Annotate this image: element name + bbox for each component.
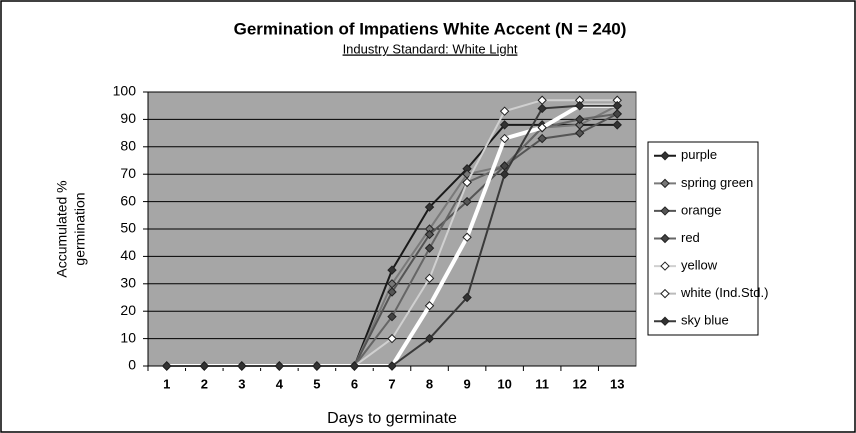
y-axis-label-line: Accumulated % [54, 180, 70, 277]
x-tick-label: 6 [351, 376, 358, 391]
y-tick-label: 80 [120, 138, 136, 154]
series-marker [462, 196, 472, 207]
series-marker [424, 333, 435, 344]
series-marker [424, 301, 435, 311]
series-marker [387, 287, 397, 297]
series-marker [424, 202, 435, 212]
x-axis-label: Days to germinate [327, 410, 457, 427]
legend-label: spring green [681, 175, 753, 190]
chart-subtitle: Industry Standard: White Light [343, 41, 518, 56]
series-marker [274, 361, 285, 371]
y-tick-label: 50 [120, 220, 136, 236]
legend-marker [660, 233, 670, 244]
series-marker [499, 106, 510, 116]
x-tick-label: 12 [572, 376, 586, 391]
series-marker [387, 265, 397, 275]
legend-marker [660, 178, 670, 189]
legend-marker [660, 261, 670, 271]
series-marker [424, 273, 435, 284]
legend-label: purple [681, 147, 717, 162]
y-tick-label: 0 [128, 357, 136, 373]
x-tick-label: 4 [276, 376, 284, 391]
legend-label: red [681, 230, 700, 245]
series-marker [237, 361, 247, 371]
series-marker [387, 361, 397, 371]
legend-label: sky blue [681, 313, 729, 328]
chart-title: Germination of Impatiens White Accent (N… [234, 19, 627, 38]
y-tick-label: 20 [120, 302, 136, 318]
y-tick-label: 90 [120, 110, 136, 126]
series-marker [462, 232, 472, 242]
legend-label: yellow [681, 258, 718, 273]
series-marker [387, 333, 397, 344]
series-marker [387, 311, 397, 322]
legend-marker [660, 151, 670, 161]
y-tick-label: 10 [120, 329, 136, 345]
x-tick-label: 3 [238, 376, 245, 391]
x-tick-label: 9 [463, 376, 470, 391]
y-axis-label: Accumulated % germination [54, 180, 88, 277]
y-axis-label-line: germination [72, 192, 88, 265]
series-marker [537, 133, 547, 144]
x-tick-label: 1 [163, 376, 170, 391]
series-marker [574, 100, 585, 111]
y-tick-label: 60 [120, 192, 136, 208]
series-marker [424, 243, 435, 253]
y-tick-label: 30 [120, 275, 136, 291]
legend-marker [660, 288, 670, 299]
series-marker [349, 361, 360, 371]
series-marker [462, 292, 472, 303]
series-marker [199, 361, 210, 371]
series-marker [612, 120, 622, 130]
series-marker [612, 109, 622, 119]
x-tick-label: 10 [497, 376, 511, 391]
series-marker [499, 120, 510, 130]
series-marker [537, 103, 547, 114]
y-tick-label: 100 [113, 83, 137, 99]
legend-label: white (Ind.Std.) [680, 285, 768, 300]
series-marker [612, 100, 622, 111]
x-tick-label: 13 [610, 376, 624, 391]
legend-label: orange [681, 202, 721, 217]
series-marker [537, 122, 547, 133]
y-tick-label: 40 [120, 247, 136, 263]
series-marker [574, 114, 585, 125]
x-tick-label: 8 [426, 376, 433, 391]
x-tick-label: 2 [201, 376, 208, 391]
series-marker [499, 133, 510, 144]
x-tick-label: 5 [313, 376, 320, 391]
x-tick-label: 7 [388, 376, 395, 391]
x-tick-label: 11 [535, 376, 549, 391]
series-marker [462, 177, 472, 188]
series-marker [162, 361, 172, 371]
legend-marker [660, 316, 670, 326]
series-marker [499, 169, 510, 179]
y-tick-label: 70 [120, 165, 136, 181]
series-marker [574, 128, 585, 138]
legend-marker [660, 206, 670, 216]
series-marker [312, 361, 322, 371]
series-marker [424, 229, 435, 240]
